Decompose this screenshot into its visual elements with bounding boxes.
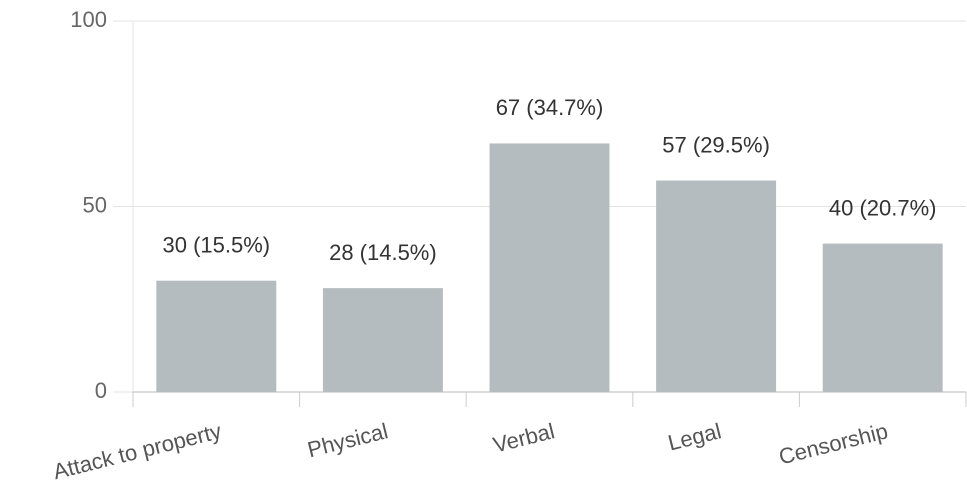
bar — [489, 143, 610, 392]
x-tick-label: Attack to property — [51, 418, 224, 484]
x-tick-label: Physical — [305, 418, 391, 462]
bar — [822, 243, 943, 392]
bar — [656, 180, 777, 392]
bar — [156, 280, 277, 392]
bar — [322, 288, 443, 392]
value-label: 57 (29.5%) — [662, 132, 770, 157]
value-label: 30 (15.5%) — [162, 233, 270, 258]
y-tick-label: 100 — [70, 7, 107, 32]
x-tick-label: Legal — [665, 418, 723, 455]
value-label: 40 (20.7%) — [829, 195, 937, 220]
y-tick-label: 50 — [83, 192, 107, 217]
value-label: 67 (34.7%) — [496, 95, 604, 120]
value-label: 28 (14.5%) — [329, 240, 437, 265]
y-tick-label: 0 — [95, 378, 107, 403]
x-tick-label: Verbal — [491, 418, 558, 457]
x-tick-label: Censorship — [776, 418, 890, 469]
